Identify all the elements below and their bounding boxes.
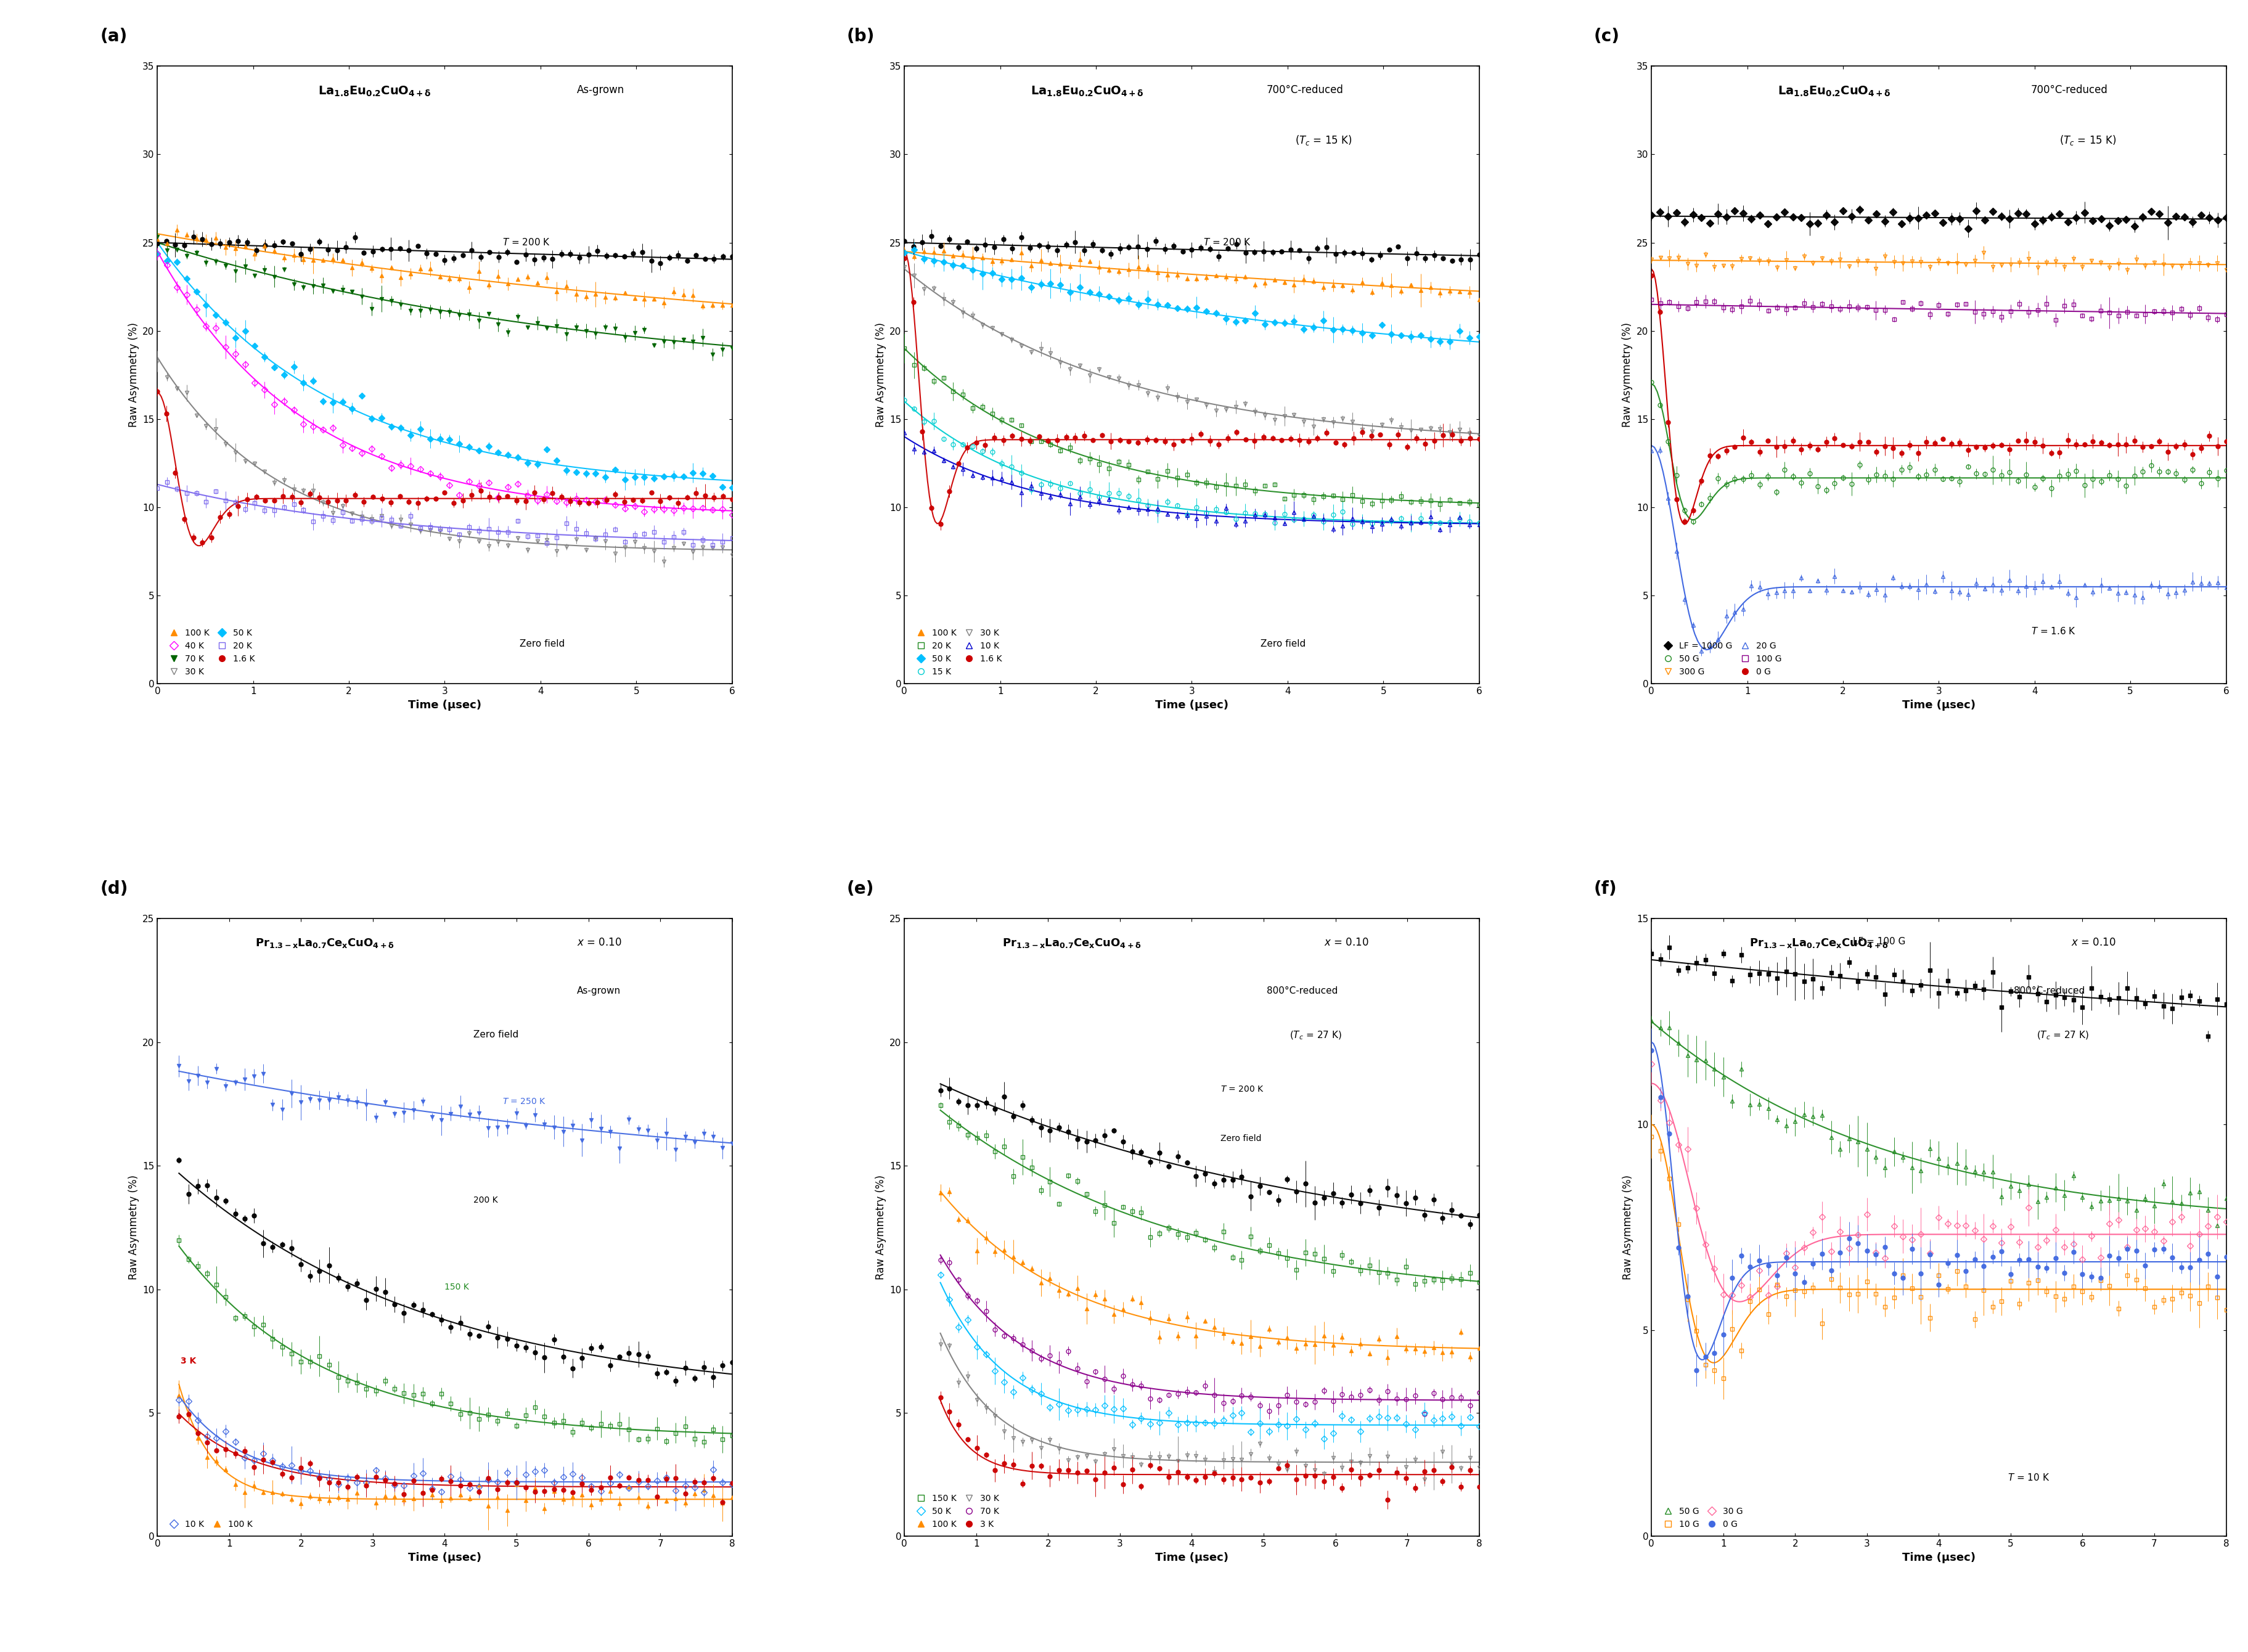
Y-axis label: Raw Asymmetry (%): Raw Asymmetry (%) — [1621, 322, 1632, 428]
X-axis label: Time (μsec): Time (μsec) — [1902, 699, 1976, 710]
Text: ($T_c$ = 27 K): ($T_c$ = 27 K) — [1288, 1029, 1342, 1041]
Legend: LF = 1000 G, 50 G, 300 G, 20 G, 100 G, 0 G: LF = 1000 G, 50 G, 300 G, 20 G, 100 G, 0… — [1655, 638, 1785, 679]
Legend: 100 K, 20 K, 50 K, 15 K, 30 K, 10 K, 1.6 K: 100 K, 20 K, 50 K, 15 K, 30 K, 10 K, 1.6… — [908, 626, 1005, 679]
X-axis label: Time (μsec): Time (μsec) — [407, 1551, 481, 1563]
Text: 700°C-reduced: 700°C-reduced — [1266, 84, 1342, 96]
Text: $\mathbf{La_{1.8}Eu_{0.2}CuO_{4+\delta}}$: $\mathbf{La_{1.8}Eu_{0.2}CuO_{4+\delta}}… — [1030, 84, 1144, 97]
Y-axis label: Raw Asymmetry (%): Raw Asymmetry (%) — [874, 322, 886, 428]
Text: Zero field: Zero field — [519, 639, 564, 649]
Text: $x$ = 0.10: $x$ = 0.10 — [2070, 937, 2115, 948]
Text: 200 K: 200 K — [474, 1196, 497, 1204]
Text: $T$ = 1.6 K: $T$ = 1.6 K — [2030, 626, 2075, 636]
X-axis label: Time (μsec): Time (μsec) — [1902, 1551, 1976, 1563]
Text: $\mathbf{La_{1.8}Eu_{0.2}CuO_{4+\delta}}$: $\mathbf{La_{1.8}Eu_{0.2}CuO_{4+\delta}}… — [319, 84, 432, 97]
Text: (e): (e) — [847, 881, 874, 897]
Y-axis label: Raw Asymmetry (%): Raw Asymmetry (%) — [1621, 1175, 1632, 1280]
Text: $\mathbf{Pr_{1.3-x}La_{0.7}Ce_xCuO_{4+\delta}}$: $\mathbf{Pr_{1.3-x}La_{0.7}Ce_xCuO_{4+\d… — [1003, 937, 1140, 950]
Text: 700°C-reduced: 700°C-reduced — [2030, 84, 2106, 96]
Y-axis label: Raw Asymmetry (%): Raw Asymmetry (%) — [128, 1175, 139, 1280]
Text: Zero field: Zero field — [474, 1029, 519, 1039]
Text: $T$ = 200 K: $T$ = 200 K — [1203, 238, 1250, 248]
Text: $T$ = 200 K: $T$ = 200 K — [1221, 1085, 1263, 1094]
Text: ($T_c$ = 15 K): ($T_c$ = 15 K) — [1295, 134, 1351, 147]
Text: $T$ = 10 K: $T$ = 10 K — [2007, 1472, 2050, 1482]
Text: (c): (c) — [1594, 28, 1619, 45]
Legend: 10 K, 100 K: 10 K, 100 K — [162, 1517, 256, 1531]
Text: LF = 100 G: LF = 100 G — [1852, 937, 1904, 947]
Text: As-grown: As-grown — [578, 986, 620, 996]
Text: 150 K: 150 K — [445, 1282, 470, 1292]
X-axis label: Time (μsec): Time (μsec) — [1155, 1551, 1227, 1563]
Legend: 50 G, 10 G, 30 G, 0 G: 50 G, 10 G, 30 G, 0 G — [1655, 1503, 1747, 1531]
Text: (f): (f) — [1594, 881, 1616, 897]
Text: $T$ = 250 K: $T$ = 250 K — [501, 1097, 546, 1105]
Y-axis label: Raw Asymmetry (%): Raw Asymmetry (%) — [128, 322, 139, 428]
Legend: 150 K, 50 K, 100 K, 30 K, 70 K, 3 K: 150 K, 50 K, 100 K, 30 K, 70 K, 3 K — [908, 1490, 1003, 1531]
Text: Zero field: Zero field — [1261, 639, 1306, 649]
Text: (a): (a) — [99, 28, 128, 45]
Text: $T$ = 200 K: $T$ = 200 K — [501, 238, 551, 248]
X-axis label: Time (μsec): Time (μsec) — [1155, 699, 1227, 710]
Text: 800°C-reduced: 800°C-reduced — [2012, 986, 2084, 996]
Text: 800°C-reduced: 800°C-reduced — [1266, 986, 1338, 996]
Text: As-grown: As-grown — [578, 84, 625, 96]
Text: (d): (d) — [99, 881, 128, 897]
Text: $\mathbf{Pr_{1.3-x}La_{0.7}Ce_xCuO_{4+\delta}}$: $\mathbf{Pr_{1.3-x}La_{0.7}Ce_xCuO_{4+\d… — [1749, 937, 1888, 950]
X-axis label: Time (μsec): Time (μsec) — [407, 699, 481, 710]
Text: ($T_c$ = 15 K): ($T_c$ = 15 K) — [2059, 134, 2115, 147]
Legend: 100 K, 40 K, 70 K, 30 K, 50 K, 20 K, 1.6 K: 100 K, 40 K, 70 K, 30 K, 50 K, 20 K, 1.6… — [162, 626, 259, 679]
Text: $\mathbf{La_{1.8}Eu_{0.2}CuO_{4+\delta}}$: $\mathbf{La_{1.8}Eu_{0.2}CuO_{4+\delta}}… — [1778, 84, 1891, 97]
Text: ($T_c$ = 27 K): ($T_c$ = 27 K) — [2037, 1029, 2088, 1041]
Text: $x$ = 0.10: $x$ = 0.10 — [1324, 937, 1369, 948]
Text: Zero field: Zero field — [1221, 1135, 1261, 1143]
Text: $x$ = 0.10: $x$ = 0.10 — [578, 937, 620, 948]
Text: 3 K: 3 K — [180, 1356, 196, 1365]
Y-axis label: Raw Asymmetry (%): Raw Asymmetry (%) — [874, 1175, 886, 1280]
Text: $\mathbf{Pr_{1.3-x}La_{0.7}Ce_xCuO_{4+\delta}}$: $\mathbf{Pr_{1.3-x}La_{0.7}Ce_xCuO_{4+\d… — [254, 937, 393, 950]
Text: (b): (b) — [847, 28, 874, 45]
